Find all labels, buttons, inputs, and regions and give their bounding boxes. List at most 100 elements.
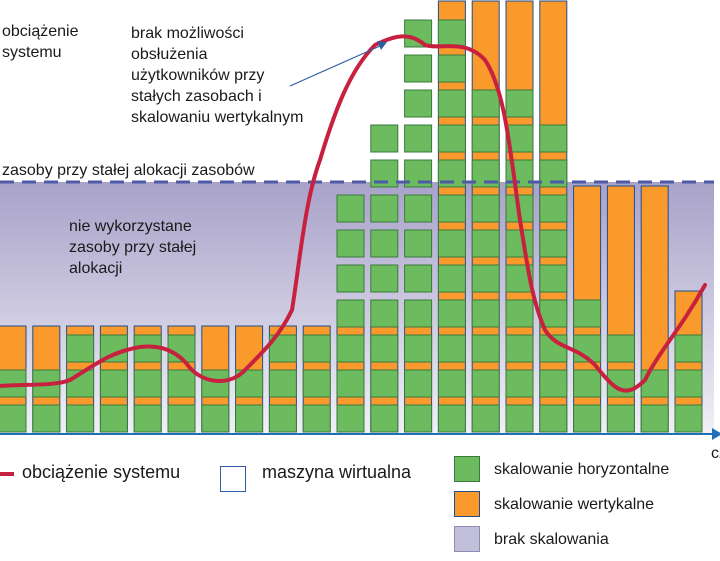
virtual-machine-cell bbox=[640, 404, 669, 433]
virtual-machine-cell bbox=[674, 369, 703, 398]
virtual-machine-cell bbox=[99, 369, 128, 398]
virtual-machine-cell bbox=[539, 264, 568, 293]
virtual-machine-cell bbox=[336, 264, 365, 293]
virtual-machine-cell bbox=[404, 54, 433, 83]
virtual-machine-cell bbox=[437, 264, 466, 293]
virtual-machine-cell bbox=[437, 54, 466, 83]
virtual-machine-cell bbox=[437, 404, 466, 433]
virtual-machine-cell bbox=[404, 229, 433, 258]
virtual-machine-cell bbox=[674, 334, 703, 363]
virtual-machine-cell bbox=[66, 334, 95, 363]
virtual-machine-cell bbox=[404, 19, 433, 48]
virtual-machine-cell bbox=[167, 404, 196, 433]
virtual-machine-cell bbox=[133, 369, 162, 398]
virtual-machine-cell bbox=[471, 334, 500, 363]
virtual-machine-cell bbox=[99, 404, 128, 433]
virtual-machine-cell bbox=[336, 299, 365, 328]
virtual-machine-cell bbox=[539, 194, 568, 223]
virtual-machine-cell bbox=[404, 194, 433, 223]
virtual-machine-cell bbox=[201, 404, 230, 433]
virtual-machine-cell bbox=[539, 124, 568, 153]
virtual-machine-cell bbox=[471, 299, 500, 328]
virtual-machine-cell bbox=[370, 194, 399, 223]
virtual-machine-cell bbox=[302, 369, 331, 398]
virtual-machine-cell bbox=[404, 299, 433, 328]
legend-no-scaling-label: brak skalowania bbox=[494, 531, 609, 548]
virtual-machine-cell bbox=[370, 124, 399, 153]
virtual-machine-cell bbox=[32, 404, 61, 433]
virtual-machine-cell bbox=[471, 404, 500, 433]
virtual-machine-cell bbox=[404, 264, 433, 293]
virtual-machine-cell bbox=[471, 369, 500, 398]
legend-vertical-swatch bbox=[454, 491, 480, 517]
virtual-machine-cell bbox=[0, 404, 27, 433]
virtual-machine-cell bbox=[437, 369, 466, 398]
legend-system-load-label: obciążenie systemu bbox=[22, 462, 181, 482]
virtual-machine-cell bbox=[167, 369, 196, 398]
horizontal-scaling-vms bbox=[0, 19, 703, 433]
virtual-machine-cell bbox=[505, 404, 534, 433]
virtual-machine-cell bbox=[471, 264, 500, 293]
virtual-machine-cell bbox=[674, 404, 703, 433]
virtual-machine-cell bbox=[539, 229, 568, 258]
virtual-machine-cell bbox=[404, 369, 433, 398]
virtual-machine-cell bbox=[268, 404, 297, 433]
virtual-machine-cell bbox=[437, 89, 466, 118]
virtual-machine-cell bbox=[573, 404, 602, 433]
virtual-machine-cell bbox=[471, 124, 500, 153]
virtual-machine-cell bbox=[539, 369, 568, 398]
virtual-machine-cell bbox=[133, 404, 162, 433]
virtual-machine-cell bbox=[66, 404, 95, 433]
virtual-machine-cell bbox=[606, 334, 635, 363]
virtual-machine-cell bbox=[505, 89, 534, 118]
virtual-machine-cell bbox=[370, 404, 399, 433]
time-axis-label: cz bbox=[711, 445, 720, 462]
legend-horizontal-swatch bbox=[454, 456, 480, 482]
overload-note: brak możliwości obsłużenia użytkowników … bbox=[131, 25, 304, 126]
virtual-machine-cell bbox=[235, 404, 264, 433]
virtual-machine-cell bbox=[336, 229, 365, 258]
virtual-machine-cell bbox=[471, 194, 500, 223]
virtual-machine-cell bbox=[471, 89, 500, 118]
legend-virtual-machine-label: maszyna wirtualna bbox=[262, 462, 412, 482]
virtual-machine-cell bbox=[437, 334, 466, 363]
virtual-machine-cell bbox=[539, 404, 568, 433]
virtual-machine-cell bbox=[539, 299, 568, 328]
virtual-machine-cell bbox=[606, 404, 635, 433]
virtual-machine-cell bbox=[404, 404, 433, 433]
virtual-machine-cell bbox=[437, 229, 466, 258]
virtual-machine-cell bbox=[640, 369, 669, 398]
virtual-machine-cell bbox=[505, 369, 534, 398]
virtual-machine-cell bbox=[505, 229, 534, 258]
legend-vertical-label: skalowanie wertykalne bbox=[494, 496, 655, 513]
virtual-machine-cell bbox=[302, 334, 331, 363]
virtual-machine-cell bbox=[505, 334, 534, 363]
virtual-machine-cell bbox=[437, 124, 466, 153]
legend-virtual-machine-swatch bbox=[220, 466, 246, 492]
virtual-machine-cell bbox=[370, 299, 399, 328]
virtual-machine-cell bbox=[336, 404, 365, 433]
virtual-machine-cell bbox=[336, 369, 365, 398]
virtual-machine-cell bbox=[573, 299, 602, 328]
virtual-machine-cell bbox=[437, 194, 466, 223]
virtual-machine-cell bbox=[370, 264, 399, 293]
virtual-machine-cell bbox=[437, 19, 466, 48]
virtual-machine-cell bbox=[370, 369, 399, 398]
overload-note-arrowhead bbox=[377, 41, 387, 50]
virtual-machine-cell bbox=[404, 89, 433, 118]
virtual-machine-cell bbox=[505, 299, 534, 328]
virtual-machine-cell bbox=[573, 369, 602, 398]
virtual-machine-cell bbox=[471, 229, 500, 258]
virtual-machine-cell bbox=[370, 229, 399, 258]
virtual-machine-cell bbox=[404, 124, 433, 153]
load-axis-label: obciążenie systemu bbox=[2, 23, 79, 61]
virtual-machine-cell bbox=[437, 299, 466, 328]
virtual-machine-cell bbox=[336, 194, 365, 223]
time-axis-arrowhead bbox=[712, 428, 720, 440]
virtual-machine-cell bbox=[302, 404, 331, 433]
legend-no-scaling-swatch bbox=[454, 526, 480, 552]
fixed-resources-label: zasoby przy stałej alokacji zasobów bbox=[2, 162, 255, 179]
system-load-curve bbox=[0, 34, 707, 393]
unused-resources-label: nie wykorzystane zasoby przy stałej alok… bbox=[69, 218, 197, 277]
